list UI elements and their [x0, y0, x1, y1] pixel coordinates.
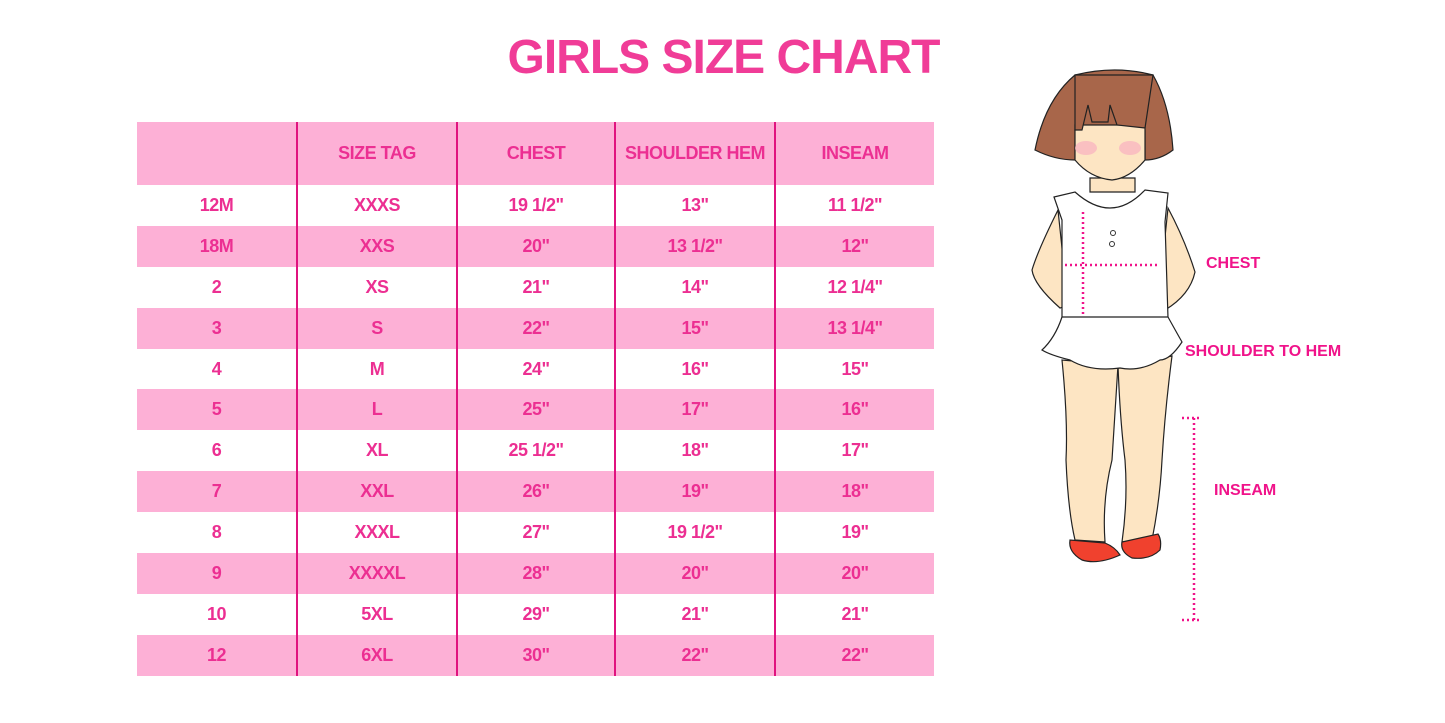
column-header: SHOULDER HEM: [614, 122, 775, 185]
table-cell: XXXL: [296, 512, 457, 554]
page-title: GIRLS SIZE CHART: [507, 31, 940, 84]
table-cell: XL: [296, 430, 457, 472]
table-header-row: SIZE TAG CHEST SHOULDER HEM INSEAM: [137, 122, 934, 185]
table-cell: 15": [614, 307, 775, 349]
table-cell: 12: [137, 634, 297, 676]
column-header: CHEST: [456, 122, 615, 185]
table-cell: 13 1/4": [774, 307, 934, 349]
table-cell: 2: [211, 276, 222, 297]
table-cell: 19": [774, 512, 934, 554]
table-cell: 21": [774, 593, 934, 635]
table-cell: 16": [614, 348, 775, 390]
table-cell: 22": [774, 634, 934, 676]
table-cell: 26": [456, 471, 615, 513]
table-cell: 28": [456, 553, 615, 594]
table-row: 3 S 22" 15" 13 1/4": [137, 307, 934, 349]
table-cell: 13 1/2": [614, 225, 775, 267]
table-cell: 19": [614, 471, 775, 513]
table-cell: M: [296, 348, 457, 390]
table-cell: 7: [137, 471, 297, 513]
table-row: 18M XXS 20" 13 1/2" 12": [137, 225, 934, 267]
table-cell: 30": [456, 634, 615, 676]
table-cell: 4: [211, 358, 222, 379]
girl-measurement-illustration: [1031, 69, 1200, 622]
table-cell: 18": [614, 430, 775, 472]
table-cell: S: [296, 307, 457, 349]
table-cell: 5XL: [296, 593, 457, 635]
shoulder-to-hem-label: SHOULDER TO HEM: [1185, 343, 1342, 360]
table-cell: 19 1/2": [614, 512, 775, 554]
table-cell: 21": [456, 266, 615, 308]
table-cell: 17": [614, 389, 775, 431]
table-cell: 22": [614, 634, 775, 676]
table-cell: 25": [456, 389, 615, 431]
table-cell: 25 1/2": [456, 430, 615, 472]
table-cell: 6XL: [296, 634, 457, 676]
table-row: 6 XL 25 1/2" 18" 17": [137, 430, 934, 472]
table-cell: XXS: [296, 225, 457, 267]
table-row: 5 L 25" 17" 16": [137, 389, 934, 431]
table-cell: 20": [774, 553, 934, 594]
table-cell: 14": [614, 266, 775, 308]
table-row: 10 5XL 29" 21" 21": [137, 593, 934, 635]
table-cell: L: [296, 389, 457, 431]
table-cell: 12 1/4": [774, 266, 934, 308]
table-cell: 5: [137, 389, 297, 431]
table-cell: XXXXL: [296, 553, 457, 594]
table-cell: 27": [456, 512, 615, 554]
table-cell: 19 1/2": [456, 185, 615, 226]
size-chart-table: SIZE TAG CHEST SHOULDER HEM INSEAM 12M XXXS 1…: [137, 122, 934, 676]
table-cell: XS: [296, 266, 457, 308]
table-cell: 6: [211, 440, 222, 461]
table-cell: 20": [614, 553, 775, 594]
table-cell: 24": [456, 348, 615, 390]
chest-label: CHEST: [1206, 255, 1261, 272]
table-cell: 12M: [199, 194, 234, 215]
table-cell: 9: [137, 553, 297, 594]
table-cell: 21": [614, 593, 775, 635]
table-cell: 10: [206, 603, 227, 624]
column-header: INSEAM: [774, 122, 934, 185]
table-cell: 13": [614, 185, 775, 226]
table-row: 9 XXXXL 28" 20" 20": [137, 553, 934, 594]
table-cell: 17": [774, 430, 934, 472]
table-row: 12M XXXS 19 1/2" 13" 11 1/2": [137, 185, 934, 226]
table-cell: 20": [456, 225, 615, 267]
table-cell: 18": [774, 471, 934, 513]
table-cell: XXXS: [296, 185, 457, 226]
table-cell: 16": [774, 389, 934, 431]
table-cell: 12": [774, 225, 934, 267]
table-cell: XXL: [296, 471, 457, 513]
table-row: 7 XXL 26" 19" 18": [137, 471, 934, 513]
table-cell: 8: [211, 522, 222, 543]
column-header: [137, 122, 297, 185]
inseam-label: INSEAM: [1214, 482, 1277, 499]
table-cell: 22": [456, 307, 615, 349]
table-cell: 11 1/2": [774, 185, 934, 226]
table-row: 4 M 24" 16" 15": [137, 348, 934, 390]
table-row: 12 6XL 30" 22" 22": [137, 634, 934, 676]
table-cell: 3: [137, 307, 297, 349]
table-row: 2 XS 21" 14" 12 1/4": [137, 266, 934, 308]
column-header: SIZE TAG: [296, 122, 457, 185]
table-row: 8 XXXL 27" 19 1/2" 19": [137, 512, 934, 554]
table-cell: 29": [456, 593, 615, 635]
table-cell: 15": [774, 348, 934, 390]
table-cell: 18M: [137, 225, 297, 267]
